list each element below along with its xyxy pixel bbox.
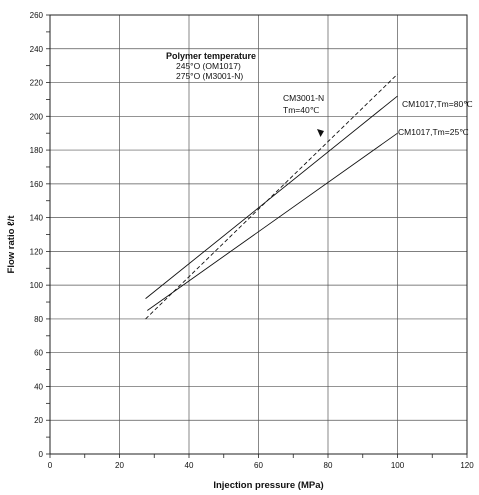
x-tick-label: 60 — [254, 461, 263, 470]
y-tick-label: 80 — [34, 315, 43, 324]
y-axis-title: Flow ratio ℓ/t — [6, 215, 17, 274]
x-tick-label: 100 — [391, 461, 405, 470]
cm3001-label-line-2: Tm=40℃ — [283, 105, 320, 115]
x-axis-title: Injection pressure (MPa) — [213, 480, 323, 491]
header-line-1: Polymer temperature — [166, 51, 256, 61]
series-line-1 — [145, 95, 398, 300]
tm25-label: CM1017,Tm=25℃ — [398, 127, 469, 137]
y-tick-label: 140 — [30, 214, 44, 223]
series-line-3 — [145, 73, 398, 320]
y-tick-label: 120 — [30, 247, 44, 256]
y-tick-label: 160 — [30, 180, 44, 189]
tm80-label: CM1017,Tm=80℃ — [402, 99, 473, 109]
y-tick-label: 240 — [30, 45, 44, 54]
y-tick-label: 180 — [30, 146, 44, 155]
y-tick-label: 220 — [30, 79, 44, 88]
series-lines — [145, 73, 398, 320]
grid — [50, 15, 467, 454]
x-tick-label: 20 — [115, 461, 124, 470]
x-tick-label: 0 — [48, 461, 53, 470]
series-line-2 — [147, 132, 398, 311]
y-tick-label: 60 — [34, 349, 43, 358]
x-tick-label: 80 — [324, 461, 333, 470]
x-tick-label: 40 — [185, 461, 194, 470]
tick-marks — [46, 14, 468, 458]
y-tick-label: 100 — [30, 281, 44, 290]
header-line-3: 275°O (M3001-N) — [176, 71, 243, 81]
y-tick-label: 200 — [30, 112, 44, 121]
y-tick-label: 20 — [34, 416, 43, 425]
cm3001-arrow-icon — [317, 129, 324, 137]
y-tick-label: 40 — [34, 382, 43, 391]
cm3001-label-line-1: CM3001-N — [283, 93, 324, 103]
y-tick-labels: 0 20 40 60 80 100 120 140 160 180 200 220 240 260 — [30, 11, 44, 459]
x-tick-labels: 0 20 40 60 80 100 120 — [48, 461, 474, 470]
y-tick-label: 260 — [30, 11, 44, 20]
y-tick-label: 0 — [39, 450, 44, 459]
header-line-2: 245°O (OM1017) — [176, 61, 241, 71]
x-tick-label: 120 — [460, 461, 474, 470]
